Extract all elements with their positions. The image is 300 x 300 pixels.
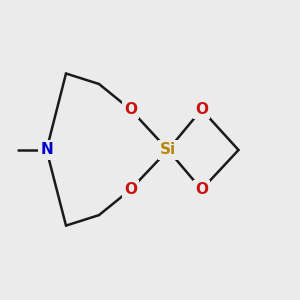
Text: O: O bbox=[195, 182, 208, 197]
Text: O: O bbox=[124, 182, 137, 197]
Text: O: O bbox=[195, 102, 208, 117]
Text: N: N bbox=[40, 142, 53, 158]
Text: Si: Si bbox=[160, 142, 176, 158]
Text: O: O bbox=[124, 102, 137, 117]
